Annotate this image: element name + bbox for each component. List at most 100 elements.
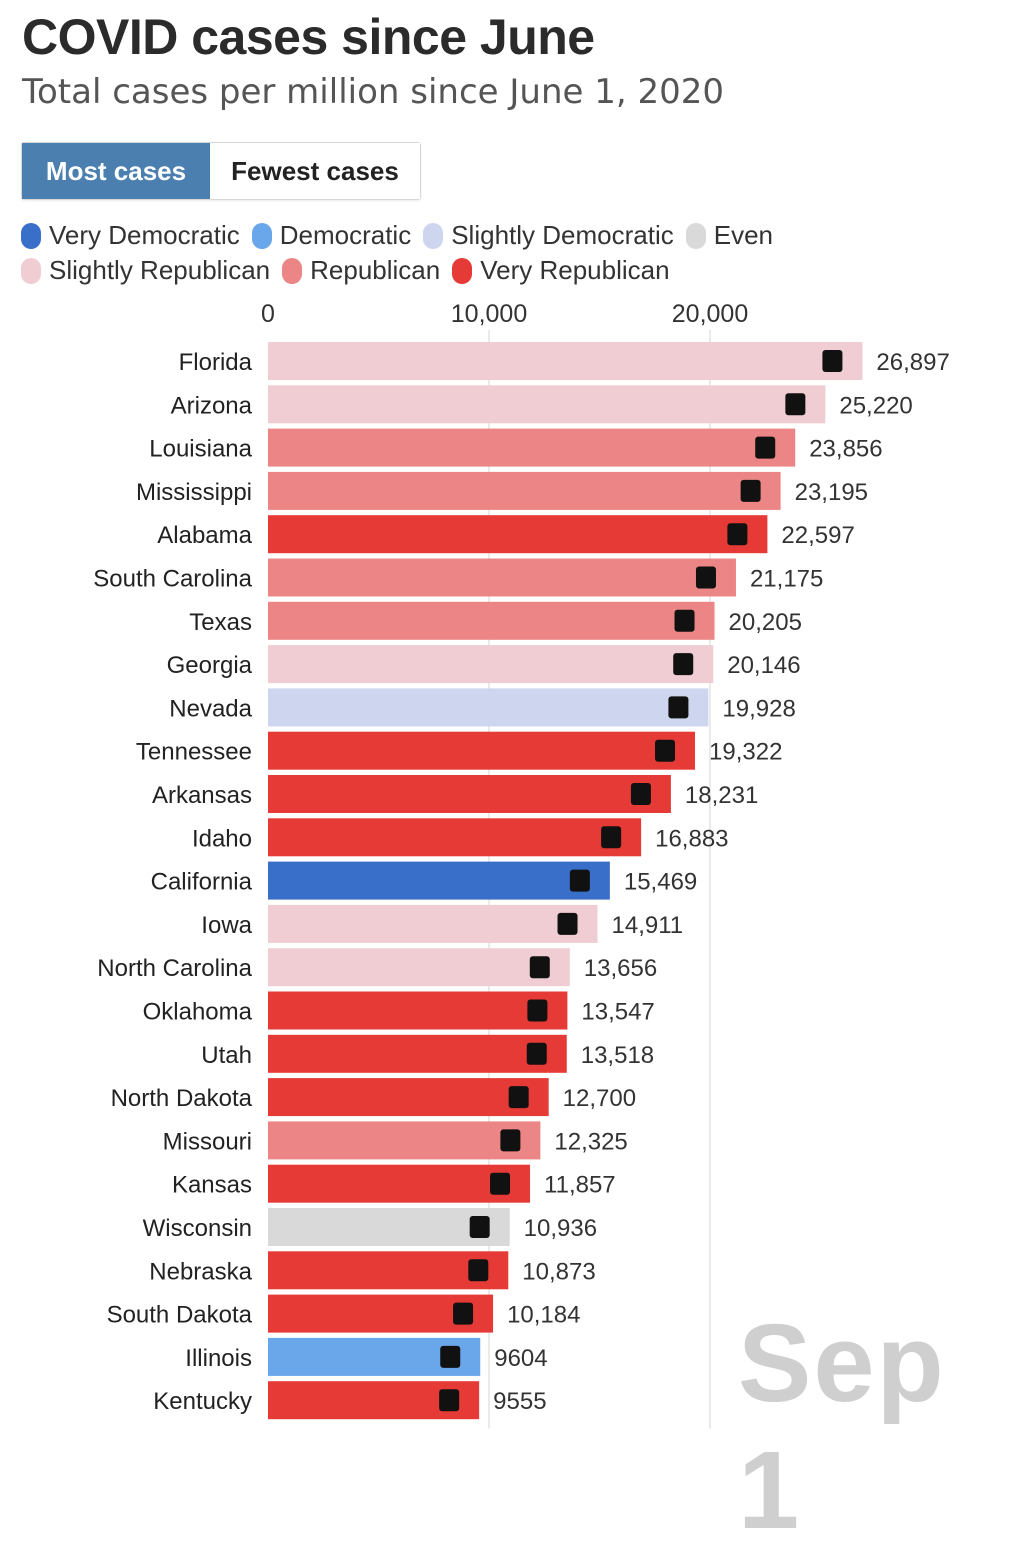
category-label: Nevada — [169, 695, 252, 722]
fewest-cases-button[interactable]: Fewest cases — [210, 143, 420, 199]
legend-label: Very Republican — [480, 255, 670, 285]
state-shape-icon — [674, 609, 695, 632]
value-label: 25,220 — [839, 392, 912, 419]
state-shape-icon — [500, 1129, 521, 1152]
category-label: Mississippi — [136, 479, 252, 506]
state-shape-icon — [453, 1302, 474, 1325]
bar — [268, 1251, 509, 1290]
category-label: Iowa — [201, 912, 252, 939]
category-label: Missouri — [163, 1128, 252, 1155]
state-shape-icon — [508, 1086, 529, 1109]
legend-item-republican: Republican — [282, 255, 440, 286]
value-label: 12,700 — [563, 1085, 636, 1112]
category-label: Illinois — [185, 1345, 252, 1372]
bar — [268, 601, 715, 640]
bar — [268, 775, 671, 813]
category-label: South Carolina — [93, 566, 252, 593]
legend-label: Republican — [310, 255, 441, 285]
legend-swatch — [685, 222, 706, 249]
bar — [268, 731, 696, 770]
value-label: 16,883 — [655, 825, 728, 852]
category-label: Louisiana — [149, 436, 252, 463]
legend-swatch — [423, 222, 444, 249]
value-label: 13,547 — [581, 999, 654, 1026]
bar — [268, 818, 642, 857]
value-label: 19,322 — [709, 739, 782, 766]
bar — [268, 1078, 549, 1117]
value-label: 13,656 — [584, 955, 657, 982]
value-label: 10,936 — [524, 1215, 597, 1242]
category-label: Alabama — [157, 522, 252, 549]
category-label: Arizona — [171, 392, 253, 419]
state-shape-icon — [740, 479, 761, 502]
legend-row-1: Very Democratic Democratic Slightly Demo… — [21, 218, 801, 253]
category-label: Nebraska — [149, 1258, 252, 1285]
state-shape-icon — [630, 783, 651, 805]
state-shape-icon — [490, 1172, 511, 1195]
category-label: Kentucky — [153, 1388, 252, 1415]
category-label: South Dakota — [107, 1302, 253, 1329]
value-label: 22,597 — [781, 522, 854, 549]
value-label: 23,856 — [809, 436, 882, 463]
legend-swatch — [21, 257, 41, 284]
state-shape-icon — [527, 999, 548, 1022]
value-label: 26,897 — [876, 349, 949, 376]
bar — [268, 1164, 531, 1203]
x-tick-label: 10,000 — [451, 300, 527, 328]
legend-label: Very Democratic — [49, 220, 240, 250]
bar — [268, 991, 568, 1030]
value-label: 23,195 — [795, 479, 868, 506]
value-label: 19,928 — [722, 695, 795, 722]
value-label: 15,469 — [624, 869, 697, 896]
bar — [268, 515, 768, 554]
state-shape-icon — [557, 912, 578, 935]
state-shape-icon — [668, 696, 689, 719]
value-label: 20,146 — [727, 652, 800, 679]
value-label: 21,175 — [750, 566, 823, 593]
category-label: Oklahoma — [143, 999, 253, 1026]
legend-swatch — [21, 222, 41, 249]
category-label: Utah — [201, 1042, 252, 1069]
legend-swatch — [251, 222, 272, 249]
x-tick-label: 0 — [261, 300, 275, 328]
state-shape-icon — [601, 826, 622, 849]
category-label: North Dakota — [111, 1085, 253, 1112]
state-shape-icon — [440, 1345, 461, 1368]
state-shape-icon — [529, 956, 550, 979]
value-label: 14,911 — [612, 912, 684, 939]
value-label: 10,184 — [507, 1302, 580, 1329]
legend-label: Democratic — [279, 220, 412, 250]
legend-item-slightly-democratic: Slightly Democratic — [423, 220, 674, 251]
x-tick-label: 20,000 — [672, 300, 748, 328]
category-label: Wisconsin — [143, 1215, 252, 1242]
value-label: 12,325 — [554, 1128, 627, 1155]
legend-item-very-democratic: Very Democratic — [21, 220, 240, 251]
category-label: Texas — [189, 609, 252, 636]
chart-title: COVID cases since June — [22, 9, 595, 65]
bar — [268, 471, 781, 510]
category-label: Tennessee — [136, 739, 252, 766]
state-shape-icon — [526, 1042, 547, 1065]
category-label: Arkansas — [152, 782, 252, 809]
state-shape-icon — [695, 566, 716, 589]
state-shape-icon — [785, 393, 806, 416]
most-cases-button[interactable]: Most cases — [22, 143, 210, 199]
category-label: Georgia — [167, 652, 253, 679]
value-label: 11,857 — [544, 1172, 616, 1199]
sort-toggle: Most cases Fewest cases — [21, 142, 421, 200]
legend-label: Even — [713, 220, 773, 250]
bar-chart: 0 10,000 20,000 Florida 26,897 Arizona 25,220 L… — [93, 300, 950, 1429]
legend-label: Slightly Democratic — [451, 220, 674, 250]
bar — [268, 342, 863, 380]
chart-subtitle: Total cases per million since June 1, 20… — [22, 72, 724, 112]
value-label: 10,873 — [522, 1258, 595, 1285]
legend-item-democratic: Democratic — [251, 220, 412, 251]
bar — [268, 904, 598, 943]
legend-row-2: Slightly Republican Republican Very Repu… — [21, 253, 801, 288]
value-label: 20,205 — [729, 609, 802, 636]
state-shape-icon — [727, 523, 748, 546]
bar — [268, 558, 736, 597]
date-watermark: Sep 1 — [738, 1302, 946, 1552]
category-label: Kansas — [172, 1172, 252, 1199]
category-label: Florida — [179, 349, 253, 376]
